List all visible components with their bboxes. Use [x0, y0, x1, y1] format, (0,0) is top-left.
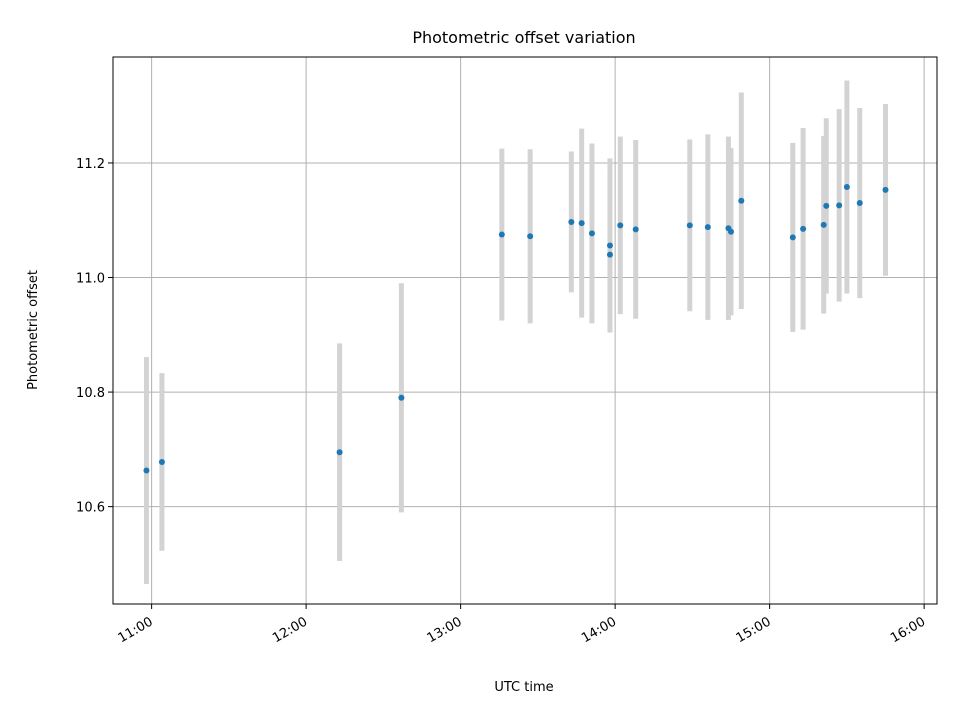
x-tick-label: 14:00: [579, 614, 619, 646]
data-point: [617, 222, 624, 229]
data-point: [789, 234, 796, 241]
data-point: [738, 197, 745, 204]
y-tick-label: 11.0: [76, 272, 105, 287]
data-point: [158, 458, 165, 465]
x-tick-label: 12:00: [270, 614, 310, 646]
x-tick-label: 15:00: [734, 614, 774, 646]
data-point: [588, 230, 595, 237]
y-axis-ticks: 10.6 10.8 11.0 11.2: [76, 157, 113, 516]
data-point: [882, 186, 889, 193]
grid: [113, 57, 937, 604]
y-axis-label: Photometric offset: [26, 270, 41, 390]
data-point: [686, 222, 693, 229]
plot-frame: [112, 56, 938, 605]
y-tick-label: 11.2: [76, 157, 105, 172]
data-point: [823, 202, 830, 209]
data-point: [606, 251, 613, 258]
x-axis-label: UTC time: [494, 680, 553, 695]
chart-title: Photometric offset variation: [412, 28, 635, 47]
x-tick-label: 16:00: [888, 614, 928, 646]
data-point: [836, 202, 843, 209]
data-point: [843, 184, 850, 191]
data-point: [578, 220, 585, 227]
data-point: [704, 224, 711, 231]
data-points: [143, 184, 889, 474]
data-point: [568, 218, 575, 225]
y-tick-label: 10.6: [76, 501, 105, 516]
x-tick-label: 11:00: [116, 614, 156, 646]
data-point: [728, 228, 734, 235]
x-axis-ticks: 11:00 12:00 13:00 14:00 15:00 16:00: [116, 604, 928, 646]
data-point: [143, 467, 150, 474]
data-point: [498, 231, 505, 238]
error-bars: [143, 80, 888, 584]
data-point: [820, 221, 827, 228]
data-point: [632, 226, 639, 233]
y-tick-label: 10.8: [76, 386, 105, 401]
data-point: [856, 200, 863, 207]
data-point: [527, 233, 534, 240]
data-point: [800, 225, 807, 232]
data-point: [336, 449, 343, 456]
data-point: [398, 394, 405, 401]
data-point: [606, 242, 613, 249]
x-tick-label: 13:00: [425, 614, 465, 646]
